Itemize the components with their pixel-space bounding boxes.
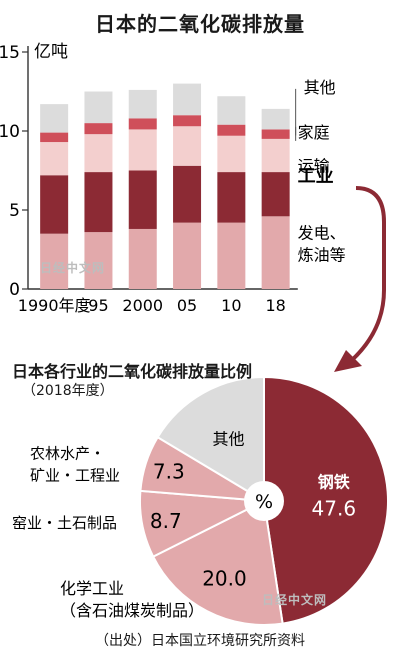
bar-segment — [128, 89, 157, 119]
pie-slice-value: 8.7 — [150, 509, 182, 533]
main-title: 日本的二氧化碳排放量 — [95, 12, 305, 36]
pie-slice-value: 20.0 — [202, 566, 247, 590]
unit-label: 亿吨 — [34, 42, 68, 62]
pie-slice — [263, 375, 390, 625]
pie-slice-name: 窑业・土石制品 — [12, 514, 117, 532]
pie-slice-name: 钢铁 — [318, 473, 350, 492]
bar-segment — [128, 118, 157, 130]
pie-center-hole — [244, 481, 284, 521]
legend-label: 运输 — [298, 156, 330, 175]
bar-segment — [261, 138, 290, 173]
bar-segment — [84, 91, 113, 124]
pie-slice-name: 矿业・工程业 — [30, 466, 120, 484]
legend-label: 发电、 — [298, 223, 346, 242]
bar-segment — [217, 222, 246, 289]
bar-segment — [173, 83, 202, 116]
bar-segment — [84, 134, 113, 173]
bar-segment — [40, 175, 69, 234]
pie-slice-name: 其他 — [213, 429, 245, 448]
bar-segment — [128, 129, 157, 171]
y-tick-label: 5 — [9, 201, 20, 221]
bar-segment — [40, 104, 69, 133]
bar-segment — [84, 123, 113, 135]
watermark-text: 日经中文网 — [40, 260, 105, 275]
y-tick-label: 0 — [9, 280, 20, 300]
legend-label: 其他 — [304, 78, 336, 97]
pie-slice-name: 农林水产・ — [30, 444, 105, 462]
y-tick-label: 15 — [0, 43, 20, 63]
bar-segment — [173, 222, 202, 289]
bar-segment — [40, 132, 69, 143]
x-tick-label: 1990年度 — [18, 296, 91, 315]
x-tick-label: 95 — [88, 296, 108, 315]
x-tick-label: 10 — [221, 296, 241, 315]
pie-center-label: % — [255, 491, 273, 513]
pie-slice-value: 47.6 — [312, 497, 357, 521]
bar-segment — [217, 135, 246, 173]
pie-slice — [156, 375, 265, 503]
pie-slice-name: 化学工业 — [60, 579, 124, 598]
bar-segment — [261, 172, 290, 217]
bar-segment — [40, 233, 69, 289]
pie-title: 日本各行业的二氧化碳排放量比例 — [12, 362, 253, 381]
pie-slice — [151, 499, 284, 626]
pie-subtitle: （2018年度） — [22, 383, 114, 399]
bar-segment — [128, 228, 157, 289]
bar-segment — [84, 172, 113, 233]
bar-segment — [261, 108, 290, 130]
bar-segment — [173, 165, 202, 223]
bar-segment — [217, 124, 246, 136]
bar-segment — [261, 129, 290, 139]
pie-slice-value: 7.3 — [153, 459, 185, 483]
bar-segment — [217, 96, 246, 125]
source-note: （出处）日本国立环境研究所资料 — [95, 633, 305, 649]
bar-segment — [84, 232, 113, 289]
bar-segment — [217, 172, 246, 223]
legend-label-bold: 工业 — [298, 166, 334, 187]
y-tick-label: 10 — [0, 122, 20, 142]
pie-slice-name: （含石油煤炭制品） — [60, 601, 204, 620]
bar-segment — [40, 142, 69, 176]
watermark-text: 日经中文网 — [262, 592, 327, 607]
connector-arrowhead — [334, 350, 362, 372]
x-tick-label: 18 — [265, 296, 285, 315]
bar-segment — [128, 170, 157, 229]
legend-label: 炼油等 — [298, 245, 346, 264]
bar-segment — [173, 115, 202, 127]
x-tick-label: 05 — [177, 296, 197, 315]
legend-label: 家庭 — [298, 123, 330, 142]
x-tick-label: 2000 — [122, 296, 163, 315]
bar-segment — [261, 216, 290, 289]
bar-segment — [173, 126, 202, 166]
connector-arrow — [350, 186, 386, 362]
